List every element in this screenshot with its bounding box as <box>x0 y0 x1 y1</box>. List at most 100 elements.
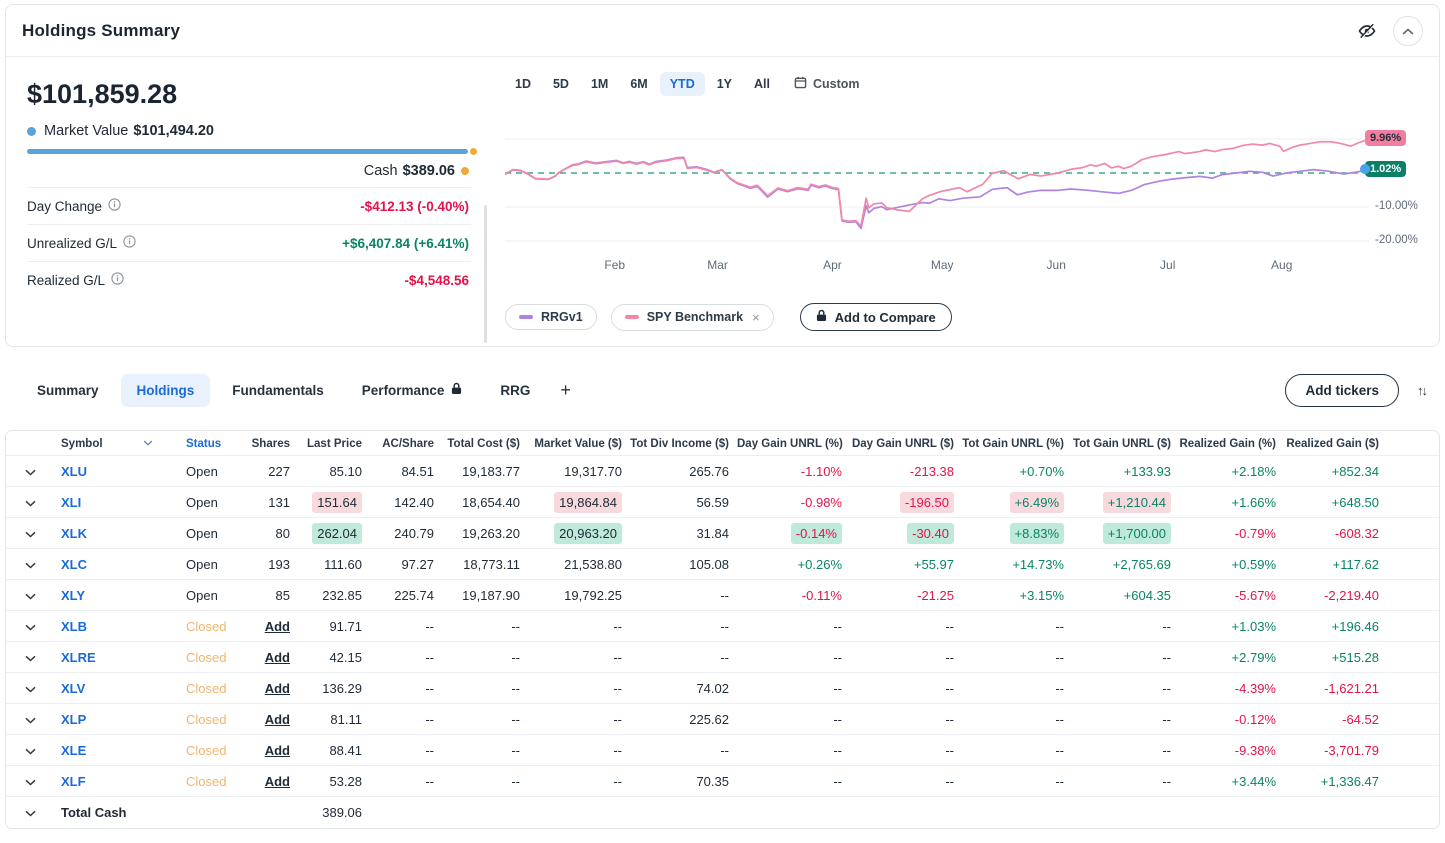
ticker-link[interactable]: XLU <box>61 463 87 479</box>
custom-range-button[interactable]: Custom <box>790 71 864 97</box>
value-cell: -- <box>733 765 846 797</box>
filler-cell <box>1383 548 1439 580</box>
value-cell: -0.11% <box>733 579 846 611</box>
cash-label: Cash <box>363 163 398 179</box>
ticker-link[interactable]: XLK <box>61 525 87 541</box>
value-cell: 131 <box>246 486 294 518</box>
expand-row-cell[interactable] <box>6 517 54 549</box>
add-position-link[interactable]: Add <box>264 711 290 727</box>
chevron-down-icon <box>24 779 36 786</box>
status-cell: Closed <box>172 765 246 797</box>
ticker-link[interactable]: XLF <box>61 773 86 789</box>
range-button-1y[interactable]: 1Y <box>716 77 733 91</box>
expand-row-cell[interactable] <box>6 486 54 518</box>
tab-fundamentals[interactable]: Fundamentals <box>216 374 340 407</box>
column-header-symbol[interactable]: Symbol <box>54 431 172 456</box>
column-header-total-cost: Total Cost ($) <box>438 431 524 456</box>
add-position-link[interactable]: Add <box>264 618 290 634</box>
value-cell: -- <box>958 765 1068 797</box>
panel-scrollbar[interactable] <box>484 205 487 343</box>
summary-card-header: Holdings Summary <box>6 5 1439 57</box>
value-cell: Add <box>246 703 294 735</box>
range-button-all[interactable]: All <box>754 77 770 91</box>
legend-dash-icon <box>519 315 533 319</box>
ticker-link[interactable]: XLV <box>61 680 86 696</box>
info-icon[interactable] <box>108 198 121 214</box>
custom-range-label: Custom <box>813 77 860 91</box>
range-button-ytd[interactable]: YTD <box>659 72 705 96</box>
expand-row-cell[interactable] <box>6 703 54 735</box>
ticker-link[interactable]: XLP <box>61 711 87 727</box>
ticker-link[interactable]: XLRE <box>61 649 96 665</box>
ticker-link[interactable]: XLC <box>61 556 87 572</box>
expand-row-cell[interactable] <box>6 579 54 611</box>
ticker-link[interactable]: XLY <box>61 587 86 603</box>
sort-chevron-icon[interactable] <box>143 437 153 449</box>
range-button-5d[interactable]: 5D <box>552 77 569 91</box>
add-position-link[interactable]: Add <box>264 773 290 789</box>
cell-value: 232.85 <box>322 587 362 603</box>
performance-chart[interactable] <box>505 131 1369 249</box>
column-header-status[interactable]: Status <box>172 431 246 456</box>
value-cell: -2,219.40 <box>1280 579 1383 611</box>
expand-row-cell[interactable] <box>6 548 54 580</box>
add-tickers-button[interactable]: Add tickers <box>1285 373 1399 407</box>
cell-value: -- <box>1055 649 1064 665</box>
month-label-mar: Mar <box>707 258 728 272</box>
add-position-link[interactable]: Add <box>264 649 290 665</box>
cell-value: 105.08 <box>689 556 729 572</box>
ticker-link[interactable]: XLB <box>61 618 87 634</box>
cell-value: -- <box>1055 773 1064 789</box>
current-point-dot <box>1360 163 1370 174</box>
value-cell: 142.40 <box>366 486 438 518</box>
value-cell: 20,963.20 <box>524 517 626 549</box>
value-cell: -- <box>524 610 626 642</box>
ticker-link[interactable]: XLE <box>61 742 87 758</box>
empty-cell <box>958 796 1068 828</box>
value-cell: -21.25 <box>846 579 958 611</box>
add-position-link[interactable]: Add <box>264 680 290 696</box>
empty-cell <box>246 796 294 828</box>
expand-row-cell[interactable] <box>6 796 54 828</box>
tab-add-view[interactable]: + <box>552 374 579 407</box>
value-cell: -9.38% <box>1175 734 1280 766</box>
tab-holdings[interactable]: Holdings <box>120 373 211 407</box>
tab-rrg[interactable]: RRG <box>484 374 546 407</box>
legend-chip-rrgv1[interactable]: RRGv1 <box>505 304 597 330</box>
info-icon[interactable] <box>123 235 136 251</box>
tab-summary[interactable]: Summary <box>21 374 115 407</box>
stat-label: Realized G/L <box>27 272 124 288</box>
expand-row-cell[interactable] <box>6 765 54 797</box>
expand-row-cell[interactable] <box>6 672 54 704</box>
column-header-label: Status <box>186 437 222 450</box>
expand-row-cell[interactable] <box>6 610 54 642</box>
range-button-1d[interactable]: 1D <box>515 77 531 91</box>
stat-value: -$4,548.56 <box>404 272 469 288</box>
cell-value: -- <box>613 649 622 665</box>
hide-values-button[interactable] <box>1357 21 1377 41</box>
info-icon[interactable] <box>111 272 124 288</box>
add-to-compare-button[interactable]: Add to Compare <box>799 303 952 331</box>
value-cell: -- <box>1068 765 1175 797</box>
expand-row-cell[interactable] <box>6 455 54 487</box>
expand-row-cell[interactable] <box>6 734 54 766</box>
range-button-1m[interactable]: 1M <box>590 77 609 91</box>
legend-chip-spy-benchmark[interactable]: SPY Benchmark × <box>610 303 774 331</box>
tab-performance[interactable]: Performance <box>346 373 479 407</box>
ticker-link[interactable]: XLI <box>61 494 82 510</box>
cell-value: 42.15 <box>329 649 362 665</box>
remove-series-icon[interactable]: × <box>752 309 760 325</box>
value-cell: 18,773.11 <box>438 548 524 580</box>
cell-value: 31.84 <box>696 525 729 541</box>
expand-row-cell[interactable] <box>6 641 54 673</box>
cell-value: 56.59 <box>696 494 729 510</box>
value-cell: 56.59 <box>626 486 733 518</box>
range-button-6m[interactable]: 6M <box>630 77 648 91</box>
add-position-link[interactable]: Add <box>264 742 290 758</box>
value-cell: 88.41 <box>294 734 366 766</box>
add-to-compare-label: Add to Compare <box>834 309 936 325</box>
collapse-card-button[interactable] <box>1393 16 1423 46</box>
chart-legend: RRGv1 SPY Benchmark × Add to Compare <box>505 303 1427 331</box>
filler-cell <box>1383 672 1439 704</box>
sort-icon[interactable]: ↑↓ <box>1417 382 1428 398</box>
